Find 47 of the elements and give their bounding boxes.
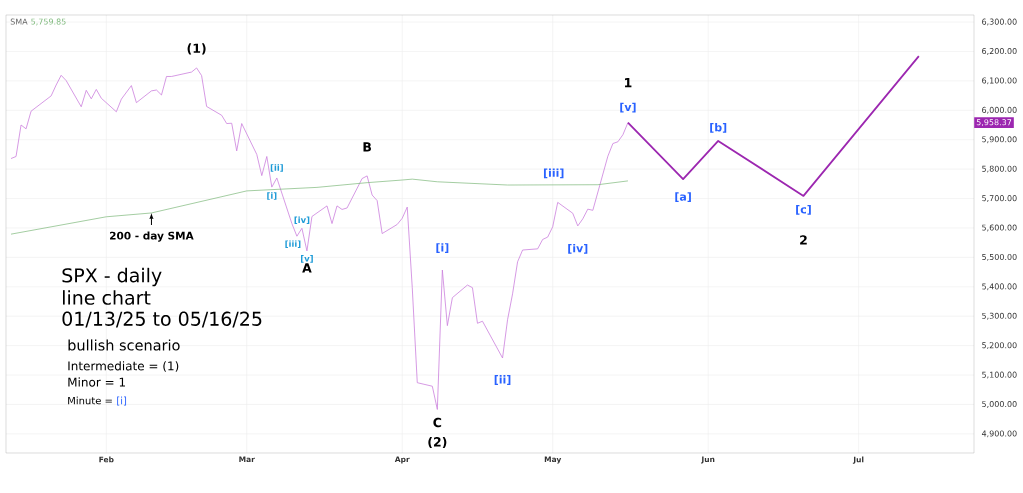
text: SMA — [10, 18, 28, 25]
annotation: [v] — [301, 255, 313, 263]
y-tick-label: 5,800.00 — [982, 165, 1017, 173]
annotation: [v] — [620, 102, 636, 113]
y-tick-label: 5,400.00 — [982, 283, 1017, 291]
y-tick-label: 5,700.00 — [982, 195, 1017, 202]
y-tick-label: 6,000.00 — [982, 106, 1017, 114]
annotation: [iii] — [285, 240, 301, 248]
annotation: 1 — [624, 78, 632, 88]
text: 5,958.37 — [976, 119, 1012, 127]
annotation: B — [363, 142, 371, 152]
annotation: [i] — [267, 192, 277, 200]
annotation: Minor = 1 — [68, 377, 125, 387]
annotation: [a] — [675, 192, 691, 203]
y-tick-label: 5,100.00 — [982, 371, 1017, 379]
y-tick-label: 5,600.00 — [982, 224, 1017, 232]
annotation: [ii] — [270, 164, 283, 172]
y-tick-label: 5,500.00 — [982, 253, 1017, 261]
annotation: [i] — [436, 243, 449, 253]
annotation: 200 - day SMA — [110, 231, 194, 242]
annotation: (2) — [428, 436, 447, 449]
annotation: Minute = — [68, 396, 112, 405]
annotation: 5,759.85 — [31, 18, 66, 26]
annotation: 2 — [800, 235, 807, 245]
y-tick-label: 6,200.00 — [982, 48, 1017, 55]
annotation: [iv] — [294, 216, 310, 225]
y-tick-label: 5,200.00 — [982, 342, 1017, 350]
text: line chart — [62, 290, 151, 305]
annotation: [i] — [117, 396, 127, 406]
annotation: [iii] — [543, 168, 564, 179]
y-tick-label: 4,900.00 — [981, 430, 1017, 438]
y-tick-label: 5,300.00 — [982, 312, 1017, 320]
y-tick-label: 6,300.00 — [982, 18, 1017, 26]
y-tick-label: 5,900.00 — [982, 136, 1017, 144]
annotation: bullish scenario — [68, 339, 180, 351]
annotation: 01/13/25 to 05/16/25 — [62, 311, 262, 328]
annotation: C — [433, 417, 442, 428]
annotation: [iv] — [568, 244, 588, 254]
y-tick-label: 5,000.00 — [982, 401, 1017, 408]
annotation: [c] — [796, 205, 811, 215]
text: SPX - daily — [62, 267, 162, 287]
annotation: A — [302, 263, 312, 273]
annotation: Intermediate = (1) — [68, 361, 179, 372]
annotation: [b] — [710, 122, 727, 133]
annotation: [ii] — [494, 375, 511, 385]
annotation: (1) — [187, 43, 206, 55]
y-tick-label: 6,100.00 — [982, 77, 1017, 85]
